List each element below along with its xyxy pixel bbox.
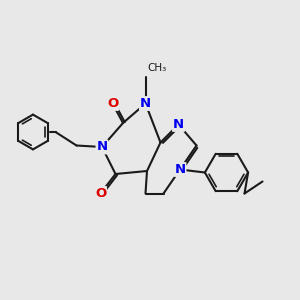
Text: N: N: [140, 97, 151, 110]
Text: O: O: [107, 97, 118, 110]
Text: N: N: [174, 163, 186, 176]
Text: N: N: [96, 140, 108, 154]
Text: CH₃: CH₃: [147, 63, 166, 73]
Text: N: N: [173, 118, 184, 131]
Text: O: O: [95, 187, 106, 200]
